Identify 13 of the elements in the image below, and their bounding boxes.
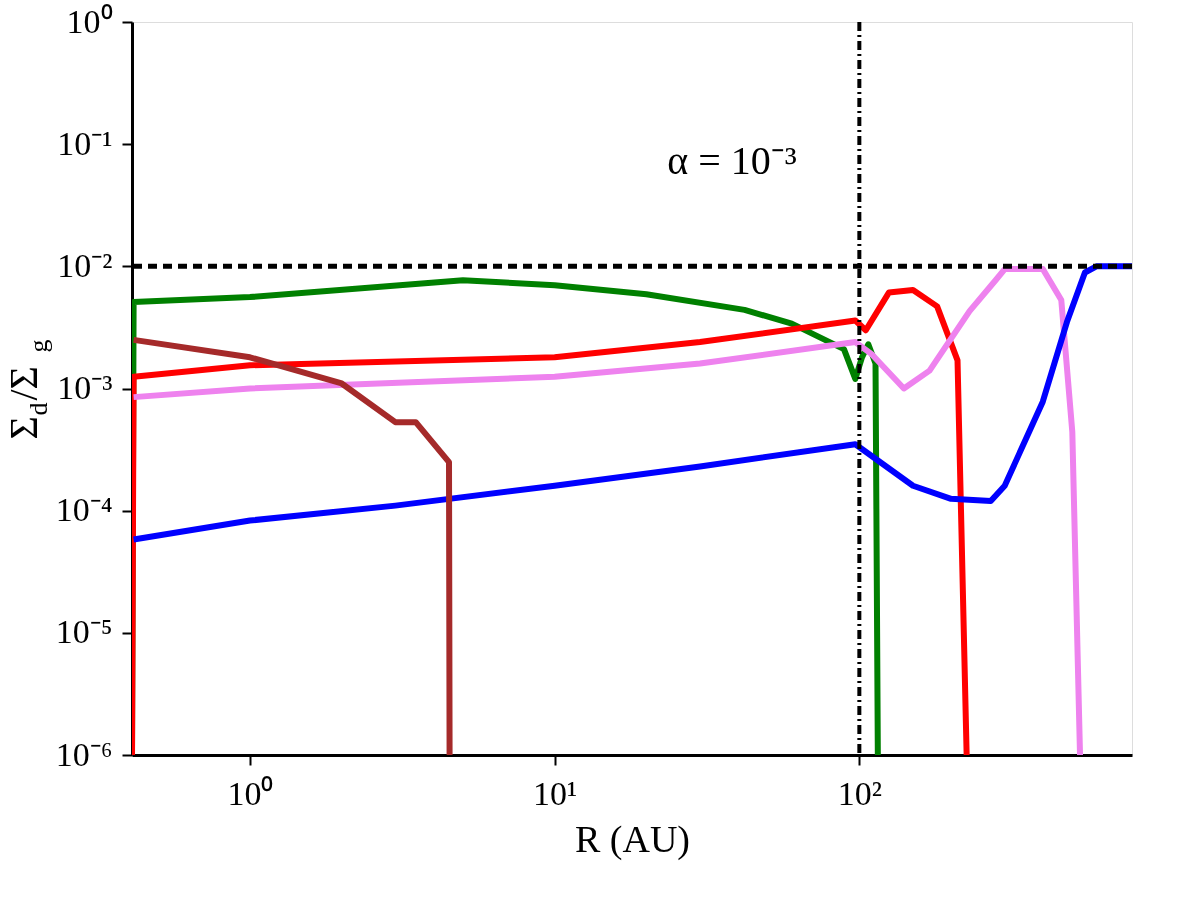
y-axis-title: Σd/Σg (1, 339, 53, 440)
y-tick-label: 10⁻¹ (57, 124, 113, 162)
annotation: α = 10⁻³ (667, 138, 797, 183)
y-tick-label: 10⁻³ (57, 369, 113, 406)
y-tick-label: 10⁻⁶ (55, 735, 113, 773)
x-tick-label: 10² (837, 774, 882, 812)
y-tick-label: 10⁻⁴ (55, 491, 113, 529)
x-tick-label: 10¹ (533, 774, 578, 812)
y-tick-label: 10⁻⁵ (55, 613, 113, 651)
x-tick-label: 10⁰ (227, 774, 274, 812)
y-tick-label: 10⁻² (57, 246, 113, 284)
y-tick-label: 10⁰ (66, 2, 113, 40)
x-axis-title: R (AU) (574, 817, 691, 861)
